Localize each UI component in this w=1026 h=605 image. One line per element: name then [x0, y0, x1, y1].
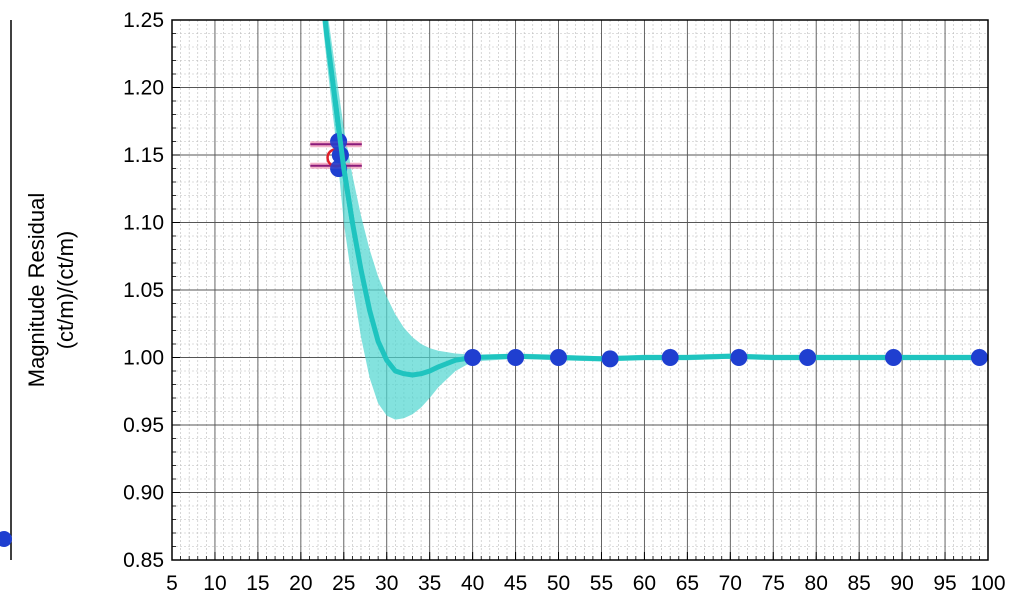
x-tick-label: 5	[166, 572, 178, 595]
x-tick-label: 70	[719, 572, 742, 595]
y-tick-label: 0.85	[123, 549, 164, 572]
x-tick-label: 45	[504, 572, 527, 595]
data-points-layer	[310, 98, 988, 368]
x-tick-label: 95	[933, 572, 956, 595]
x-tick-label: 25	[332, 572, 355, 595]
axis-ticks	[171, 19, 989, 561]
y-tick-label: 1.15	[123, 144, 164, 167]
x-tick-label: 65	[676, 572, 699, 595]
x-tick-label: 75	[762, 572, 785, 595]
data-point	[799, 349, 817, 366]
y-tick-label: 1.20	[123, 77, 164, 100]
y-tick-label: 0.90	[123, 482, 164, 505]
confidence-band	[322, 20, 988, 420]
x-tick-label: 40	[461, 572, 484, 595]
x-tick-label: 30	[375, 572, 398, 595]
y-tick-label: 1.05	[123, 279, 164, 302]
left-panel-point	[0, 531, 12, 547]
x-tick-label: 85	[847, 572, 870, 595]
data-point	[550, 349, 568, 366]
x-tick-labels: 5 10 15 20 25 30 35 40 45 50 55 60 65 70 75 80 85 90 95 100	[166, 572, 1005, 595]
x-tick-label: 20	[289, 572, 312, 595]
y-tick-label: 1.10	[123, 212, 164, 235]
data-point	[507, 349, 525, 366]
data-point	[970, 349, 988, 366]
y-tick-label: 1.25	[123, 9, 164, 32]
fit-line-layer	[322, 20, 988, 378]
data-point	[661, 349, 679, 366]
x-tick-label: 10	[203, 572, 226, 595]
fit-line-overlay	[332, 98, 355, 225]
x-tick-label: 60	[633, 572, 656, 595]
confidence-band-layer	[322, 20, 988, 420]
x-tick-label: 15	[246, 572, 269, 595]
x-tick-label: 100	[970, 572, 1005, 595]
data-point	[601, 350, 619, 368]
x-tick-label: 35	[418, 572, 441, 595]
data-point	[885, 349, 903, 366]
fit-line	[322, 20, 988, 378]
y-axis-title: Magnitude Residual	[24, 193, 49, 387]
x-tick-label: 55	[590, 572, 613, 595]
data-point	[464, 349, 482, 366]
y-axis-units: (ct/m)/(ct/m)	[53, 231, 78, 350]
y-tick-label: 1.00	[123, 347, 164, 370]
x-tick-label: 80	[805, 572, 828, 595]
data-point	[730, 349, 748, 366]
left-panel-fragment	[0, 20, 12, 560]
x-tick-label: 90	[890, 572, 913, 595]
x-tick-label: 50	[547, 572, 570, 595]
y-tick-label: 0.95	[123, 414, 164, 437]
y-tick-labels: 0.85 0.90 0.95 1.00 1.05 1.10 1.15 1.20 1.25	[123, 9, 164, 572]
